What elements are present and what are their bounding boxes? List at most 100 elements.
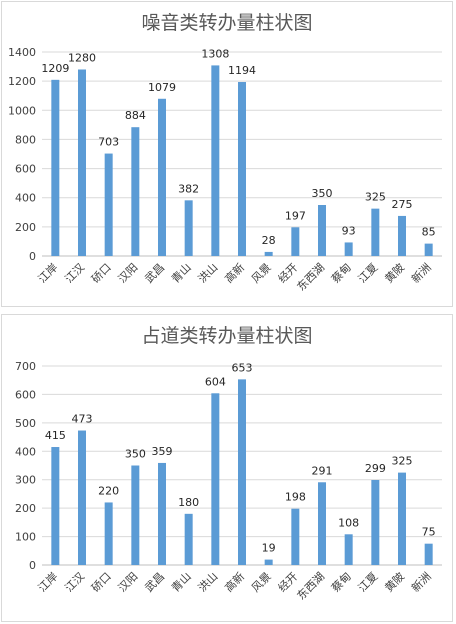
data-label: 325 bbox=[392, 455, 413, 468]
bar bbox=[291, 508, 300, 565]
bar bbox=[371, 208, 380, 256]
data-label: 1209 bbox=[41, 62, 69, 75]
bar bbox=[344, 242, 353, 256]
bar bbox=[318, 482, 326, 565]
data-label: 1280 bbox=[68, 51, 96, 64]
y-tick-label: 0 bbox=[29, 559, 36, 572]
y-tick-label: 400 bbox=[15, 192, 36, 205]
bar bbox=[398, 215, 406, 256]
data-label: 19 bbox=[262, 542, 276, 555]
data-label: 1079 bbox=[148, 81, 176, 94]
x-tick-label: 风景 bbox=[249, 261, 274, 286]
data-label: 1194 bbox=[228, 64, 256, 77]
x-tick-label: 高新 bbox=[222, 569, 247, 594]
bar bbox=[424, 543, 433, 565]
bar bbox=[318, 205, 326, 256]
y-tick-label: 100 bbox=[15, 531, 36, 544]
bar bbox=[398, 472, 406, 565]
bar bbox=[371, 479, 380, 565]
x-tick-label: 洪山 bbox=[195, 260, 220, 285]
x-tick-label: 武昌 bbox=[142, 261, 167, 286]
data-label: 703 bbox=[98, 136, 119, 149]
data-label: 1308 bbox=[201, 47, 229, 60]
x-tick-label: 江汉 bbox=[62, 570, 87, 595]
noise-bar-chart: 0 200 400 600 800 1000 1200 1400 1209 江岸 1280 江汉 703… bbox=[8, 46, 442, 294]
data-label: 197 bbox=[285, 209, 306, 222]
bar bbox=[184, 200, 193, 256]
bar bbox=[158, 462, 166, 565]
bar bbox=[131, 127, 140, 256]
data-label: 653 bbox=[232, 361, 253, 374]
y-tick-label: 400 bbox=[15, 445, 36, 458]
y-tick-label: 1400 bbox=[8, 46, 36, 59]
data-label: 415 bbox=[45, 429, 66, 442]
data-label: 93 bbox=[342, 224, 356, 237]
data-label: 473 bbox=[72, 413, 93, 426]
data-label: 350 bbox=[125, 448, 146, 461]
x-tick-label: 东西湖 bbox=[295, 570, 328, 603]
x-tick-label: 江夏 bbox=[356, 570, 381, 595]
bar bbox=[264, 559, 273, 565]
y-tick-label: 0 bbox=[29, 250, 36, 263]
x-tick-label: 蔡甸 bbox=[329, 570, 354, 595]
chart-title: 噪音类转办量柱状图 bbox=[141, 12, 313, 34]
bar bbox=[291, 227, 300, 256]
bar bbox=[238, 82, 246, 256]
data-label: 291 bbox=[312, 464, 333, 477]
x-tick-label: 新洲 bbox=[408, 569, 433, 594]
bar bbox=[211, 393, 220, 565]
x-tick-label: 江岸 bbox=[36, 570, 61, 595]
x-tick-label: 蔡甸 bbox=[329, 261, 354, 286]
data-label: 198 bbox=[285, 491, 306, 504]
x-tick-label: 风景 bbox=[249, 570, 274, 595]
x-tick-label: 黄陂 bbox=[382, 260, 407, 285]
bar bbox=[131, 465, 140, 565]
x-tick-label: 青山 bbox=[169, 261, 194, 286]
x-tick-label: 汉阳 bbox=[116, 261, 141, 286]
data-label: 325 bbox=[365, 191, 386, 204]
bar bbox=[78, 69, 86, 256]
y-tick-label: 600 bbox=[15, 163, 36, 176]
y-tick-label: 500 bbox=[15, 417, 36, 430]
bar bbox=[104, 502, 113, 565]
bar bbox=[184, 513, 193, 565]
x-tick-label: 江汉 bbox=[62, 261, 87, 286]
y-tick-label: 600 bbox=[15, 388, 36, 401]
data-label: 350 bbox=[312, 187, 333, 200]
data-label: 75 bbox=[422, 526, 436, 539]
x-tick-label: 江夏 bbox=[356, 261, 381, 286]
x-tick-label: 青山 bbox=[169, 570, 194, 595]
bar bbox=[51, 447, 60, 565]
data-label: 604 bbox=[205, 375, 226, 388]
bar bbox=[344, 534, 353, 565]
bar bbox=[104, 153, 113, 256]
noise-chart-panel: 噪音类转办量柱状图 0 200 400 600 800 1000 1200 1400 1209 江… bbox=[1, 1, 453, 307]
x-tick-label: 武昌 bbox=[142, 570, 167, 595]
x-tick-label: 汉阳 bbox=[116, 570, 141, 595]
x-tick-label: 新洲 bbox=[408, 260, 433, 285]
y-tick-label: 200 bbox=[15, 502, 36, 515]
data-label: 85 bbox=[422, 226, 436, 239]
x-tick-label: 江岸 bbox=[36, 261, 61, 286]
x-tick-label: 硚口 bbox=[89, 570, 114, 595]
bar bbox=[264, 251, 273, 256]
x-tick-label: 高新 bbox=[222, 260, 247, 285]
bar bbox=[211, 65, 220, 256]
x-tick-label: 东西湖 bbox=[295, 261, 328, 294]
data-label: 275 bbox=[392, 198, 413, 211]
y-tick-label: 800 bbox=[15, 133, 36, 146]
y-tick-label: 700 bbox=[15, 360, 36, 373]
bar bbox=[51, 79, 60, 257]
road-occupation-chart-panel: 占道类转办量柱状图 0 100 200 300 400 500 600 700 415 江岸 473… bbox=[1, 314, 453, 622]
bar bbox=[158, 98, 166, 256]
data-label: 180 bbox=[178, 496, 199, 509]
y-tick-label: 300 bbox=[15, 474, 36, 487]
x-tick-label: 硚口 bbox=[89, 261, 114, 286]
data-label: 359 bbox=[152, 445, 173, 458]
y-tick-label: 1000 bbox=[8, 104, 36, 117]
bar bbox=[78, 430, 86, 565]
data-label: 108 bbox=[338, 516, 359, 529]
y-tick-label: 1200 bbox=[8, 75, 36, 88]
chart-title: 占道类转办量柱状图 bbox=[141, 325, 313, 347]
bar bbox=[424, 243, 433, 256]
